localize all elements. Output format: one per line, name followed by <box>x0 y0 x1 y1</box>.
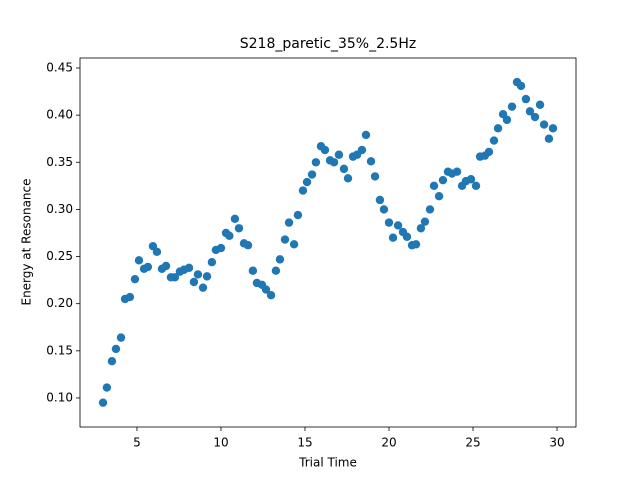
point <box>425 205 435 214</box>
point <box>493 124 503 133</box>
point <box>357 145 367 155</box>
point <box>243 241 253 250</box>
y-tick-label: 0.35 <box>46 155 73 169</box>
x-tick-label: 5 <box>133 436 141 450</box>
point <box>521 94 531 104</box>
point <box>184 263 194 273</box>
point <box>275 255 285 264</box>
y-tick-label: 0.25 <box>46 249 73 263</box>
point <box>411 240 421 249</box>
point <box>289 240 299 249</box>
point <box>416 224 426 233</box>
point <box>311 158 321 167</box>
point <box>130 274 140 284</box>
point <box>535 100 545 109</box>
point <box>489 136 499 145</box>
point <box>230 214 240 224</box>
y-axis-label: Energy at Resonance <box>20 178 34 305</box>
point <box>516 81 526 91</box>
point <box>125 292 135 302</box>
point <box>361 130 371 140</box>
point <box>343 174 353 183</box>
point <box>539 120 549 129</box>
point <box>161 261 171 271</box>
point <box>143 262 153 272</box>
point <box>544 134 554 143</box>
point <box>366 157 376 166</box>
point <box>298 186 308 195</box>
point <box>280 235 290 244</box>
point <box>484 147 494 157</box>
point <box>216 243 226 253</box>
point <box>388 233 398 242</box>
chart-title: S218_paretic_35%_2.5Hz <box>240 36 416 52</box>
x-tick-label: 10 <box>213 436 228 450</box>
x-axis-label: Trial Time <box>298 456 357 470</box>
point <box>307 170 317 179</box>
y-tick-label: 0.10 <box>46 390 73 404</box>
point <box>284 218 294 227</box>
point <box>293 210 303 220</box>
point <box>189 277 199 287</box>
point <box>248 266 258 275</box>
point <box>266 291 276 300</box>
point <box>370 172 380 181</box>
point <box>339 164 349 174</box>
point <box>452 167 462 176</box>
point <box>502 115 512 125</box>
point <box>193 270 203 279</box>
point <box>102 383 112 392</box>
point <box>202 272 212 281</box>
x-tick-label: 15 <box>297 436 312 450</box>
point <box>271 266 281 275</box>
point <box>420 217 430 226</box>
point <box>207 258 217 267</box>
point <box>170 273 180 282</box>
point <box>198 283 208 292</box>
point <box>116 333 126 342</box>
x-tick-label: 25 <box>465 436 480 450</box>
point <box>107 356 117 366</box>
point <box>548 124 558 133</box>
point <box>434 192 444 201</box>
point <box>225 231 234 241</box>
point <box>438 175 448 185</box>
point <box>329 158 339 167</box>
point <box>393 221 403 230</box>
x-tick-label: 30 <box>549 436 564 450</box>
point <box>525 107 535 116</box>
point <box>98 398 108 407</box>
point <box>379 205 389 214</box>
axes-frame <box>79 57 577 428</box>
point <box>507 102 517 111</box>
point <box>302 177 312 187</box>
point <box>111 344 121 354</box>
y-tick-label: 0.40 <box>46 108 73 122</box>
point <box>320 145 330 155</box>
y-tick-label: 0.30 <box>46 202 73 216</box>
y-tick-label: 0.45 <box>46 60 73 74</box>
point <box>134 256 144 265</box>
point <box>471 181 481 191</box>
point <box>152 247 162 257</box>
point <box>530 112 540 122</box>
point <box>466 175 476 184</box>
point <box>375 195 385 205</box>
y-tick-label: 0.20 <box>46 296 73 310</box>
y-tick-label: 0.15 <box>46 343 73 357</box>
point <box>402 232 412 241</box>
x-tick-label: 20 <box>381 436 396 450</box>
point <box>384 218 394 227</box>
point <box>234 224 244 233</box>
point <box>261 285 271 294</box>
point <box>334 150 344 159</box>
point <box>429 181 439 191</box>
